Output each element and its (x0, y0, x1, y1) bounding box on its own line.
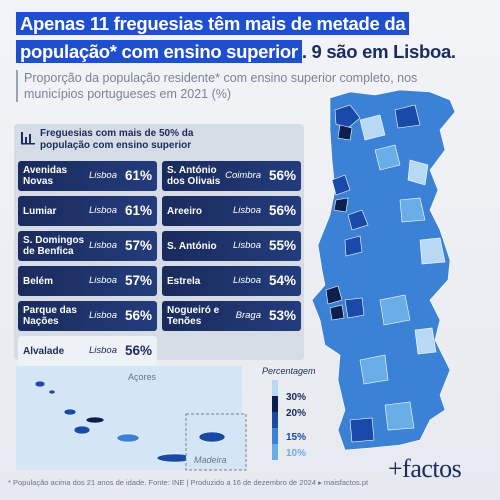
parish-card: Avenidas Novas Lisboa 61% (18, 161, 157, 191)
legend-label: 10% (286, 448, 306, 459)
parish-value: 61% (124, 168, 152, 183)
footer-note: * População acima dos 21 anos de idade. … (8, 478, 369, 487)
parish-card: Nogueiró e Tenões Braga 53% (162, 301, 301, 331)
title-rest: . 9 são em Lisboa. (301, 41, 456, 62)
logo: +factos (388, 454, 462, 483)
subtitle: Proporção da população residente* com en… (16, 70, 444, 102)
map-label: Madeira (194, 455, 227, 465)
parish-name: Areeiro (167, 205, 203, 217)
parish-city: Lisboa (233, 275, 261, 286)
parish-city: Braga (235, 310, 261, 321)
parish-card: S. António dos Olivais Coimbra 56% (162, 161, 301, 191)
parish-card: Lumiar Lisboa 61% (18, 196, 157, 226)
madeira-island (198, 431, 226, 443)
parish-city: Coimbra (225, 170, 261, 181)
parish-city: Lisboa (89, 170, 117, 181)
legend-label: 20% (286, 408, 306, 419)
parish-value: 56% (268, 168, 296, 183)
legend-swatch (272, 428, 278, 444)
legend-swatch (272, 444, 278, 460)
parish-name: Alvalade (23, 345, 65, 357)
parish-value: 53% (268, 308, 296, 323)
parish-card: Alvalade Lisboa 56% (18, 336, 157, 366)
legend-label: 30% (286, 392, 306, 403)
parish-value: 56% (124, 308, 152, 323)
parish-name: Nogueiró e Tenões (167, 305, 220, 327)
legend-swatch (272, 380, 278, 396)
parish-name: S. Domingos de Benfica (23, 235, 85, 257)
mainland-map (311, 89, 456, 451)
parish-card: S. António Lisboa 55% (162, 231, 301, 261)
legend-swatch (272, 412, 278, 428)
parish-card: S. Domingos de Benfica Lisboa 57% (18, 231, 157, 261)
municipality-patches (325, 104, 446, 443)
map-label: Açores (128, 372, 157, 382)
parish-card: Areeiro Lisboa 56% (162, 196, 301, 226)
parish-value: 54% (268, 273, 296, 288)
parish-name: Belém (23, 275, 54, 287)
parish-name: Lumiar (23, 205, 57, 217)
parish-value: 61% (124, 203, 152, 218)
parish-card: Parque das Nações Lisboa 56% (18, 301, 157, 331)
parish-name: S. António (167, 240, 217, 252)
parish-city: Lisboa (89, 205, 117, 216)
panel-title: Freguesias com mais de 50% da população … (40, 128, 194, 151)
parish-card: Belém Lisboa 57% (18, 266, 157, 296)
parish-city: Lisboa (233, 240, 261, 251)
parish-card: Estrela Lisboa 54% (162, 266, 301, 296)
legend-title: Percentagem (262, 366, 316, 376)
title: Apenas 11 freguesias têm mais de metade … (16, 10, 492, 66)
parish-value: 56% (268, 203, 296, 218)
parish-name: Parque das Nações (23, 305, 77, 327)
parish-name: S. António dos Olivais (167, 165, 221, 187)
parish-city: Lisboa (89, 345, 117, 356)
chart-icon (21, 132, 35, 145)
parish-city: Lisboa (89, 240, 117, 251)
parish-city: Lisboa (89, 275, 117, 286)
parish-value: 55% (268, 238, 296, 253)
parish-value: 56% (124, 343, 152, 358)
azores-islands (34, 380, 214, 469)
legend-label: 15% (286, 432, 306, 443)
parish-value: 57% (124, 238, 152, 253)
parish-city: Lisboa (233, 205, 261, 216)
parish-name: Avenidas Novas (23, 165, 68, 187)
parish-name: Estrela (167, 275, 201, 287)
parish-value: 57% (124, 273, 152, 288)
legend-swatch (272, 396, 278, 412)
parish-city: Lisboa (89, 310, 117, 321)
